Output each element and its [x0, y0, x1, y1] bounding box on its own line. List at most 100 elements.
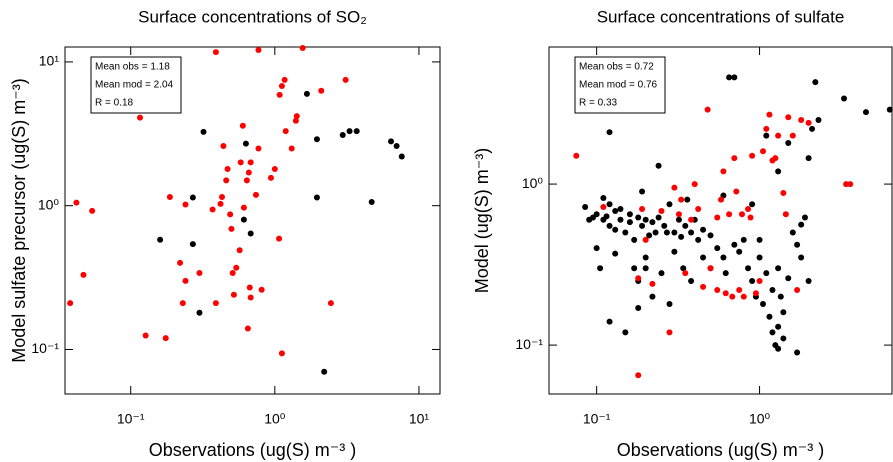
- y-axis-label: Model sulfate precursor (ug(S) m⁻³): [9, 78, 29, 363]
- point: [769, 329, 776, 336]
- point: [769, 286, 776, 293]
- plot-frame: [64, 46, 441, 395]
- point: [775, 168, 782, 175]
- point: [157, 236, 164, 243]
- point: [661, 222, 668, 229]
- point: [573, 152, 580, 159]
- point: [655, 162, 662, 169]
- point: [745, 265, 752, 272]
- point: [622, 229, 629, 236]
- point: [726, 74, 733, 81]
- point: [245, 169, 252, 176]
- x-tick-label: 10⁻¹: [583, 411, 611, 427]
- point: [293, 113, 300, 120]
- point: [655, 214, 662, 221]
- point: [801, 214, 808, 221]
- point: [233, 264, 240, 271]
- point: [303, 90, 310, 97]
- point: [142, 332, 149, 339]
- point: [635, 304, 642, 311]
- point: [682, 222, 689, 229]
- point: [782, 211, 789, 218]
- point: [707, 265, 714, 272]
- point: [720, 254, 727, 261]
- point: [714, 286, 721, 293]
- point: [353, 128, 360, 135]
- point: [631, 265, 638, 272]
- point: [789, 132, 796, 139]
- point: [281, 76, 288, 83]
- point: [255, 145, 262, 152]
- x-tick-label: 10⁰: [749, 411, 771, 427]
- point: [635, 214, 642, 221]
- point: [847, 181, 854, 188]
- point: [720, 168, 727, 175]
- point: [606, 222, 613, 229]
- point: [177, 259, 184, 266]
- point: [267, 174, 274, 181]
- plot-frame: [548, 46, 893, 395]
- point: [271, 165, 278, 172]
- point: [246, 284, 253, 291]
- point: [763, 132, 770, 139]
- point: [760, 148, 767, 155]
- point: [731, 155, 738, 162]
- point: [798, 221, 805, 228]
- point: [688, 229, 695, 236]
- y-tick-label: 10⁻¹: [515, 336, 543, 352]
- point: [342, 76, 349, 83]
- point: [675, 216, 682, 223]
- point: [714, 245, 721, 252]
- point: [729, 293, 736, 300]
- point: [242, 140, 249, 147]
- point: [675, 211, 682, 218]
- point: [688, 216, 695, 223]
- point: [760, 300, 767, 307]
- point: [722, 270, 729, 277]
- point: [236, 247, 243, 254]
- stats-text: R = 0.33: [579, 98, 618, 109]
- point: [666, 300, 673, 307]
- point: [247, 230, 254, 237]
- stats-text: R = 0.18: [95, 98, 134, 109]
- point: [597, 265, 604, 272]
- point: [393, 143, 400, 150]
- point: [276, 91, 283, 98]
- point: [745, 206, 752, 213]
- point: [747, 214, 754, 221]
- point: [756, 236, 763, 243]
- point: [617, 206, 624, 213]
- point: [327, 300, 334, 307]
- point: [603, 213, 610, 220]
- stats-text: Mean obs = 0.72: [579, 62, 654, 73]
- point: [805, 278, 812, 285]
- point: [227, 211, 234, 218]
- point: [600, 194, 607, 201]
- point: [635, 275, 642, 282]
- point: [230, 291, 237, 298]
- point: [700, 254, 707, 261]
- point: [658, 270, 665, 277]
- point: [756, 278, 763, 285]
- point: [136, 114, 143, 121]
- point: [239, 122, 246, 129]
- point: [635, 372, 642, 379]
- point: [313, 136, 320, 143]
- point: [695, 206, 702, 213]
- point: [862, 109, 869, 116]
- point: [255, 47, 262, 54]
- point: [388, 138, 395, 145]
- point: [815, 116, 822, 123]
- point: [612, 250, 619, 257]
- point: [582, 204, 589, 211]
- point: [217, 200, 224, 207]
- point: [247, 294, 254, 301]
- point: [212, 300, 219, 307]
- point: [736, 248, 743, 255]
- point: [785, 275, 792, 282]
- x-tick-label: 10⁻¹: [117, 411, 145, 427]
- point: [726, 211, 733, 218]
- point: [740, 236, 747, 243]
- point: [229, 270, 236, 277]
- point: [642, 265, 649, 272]
